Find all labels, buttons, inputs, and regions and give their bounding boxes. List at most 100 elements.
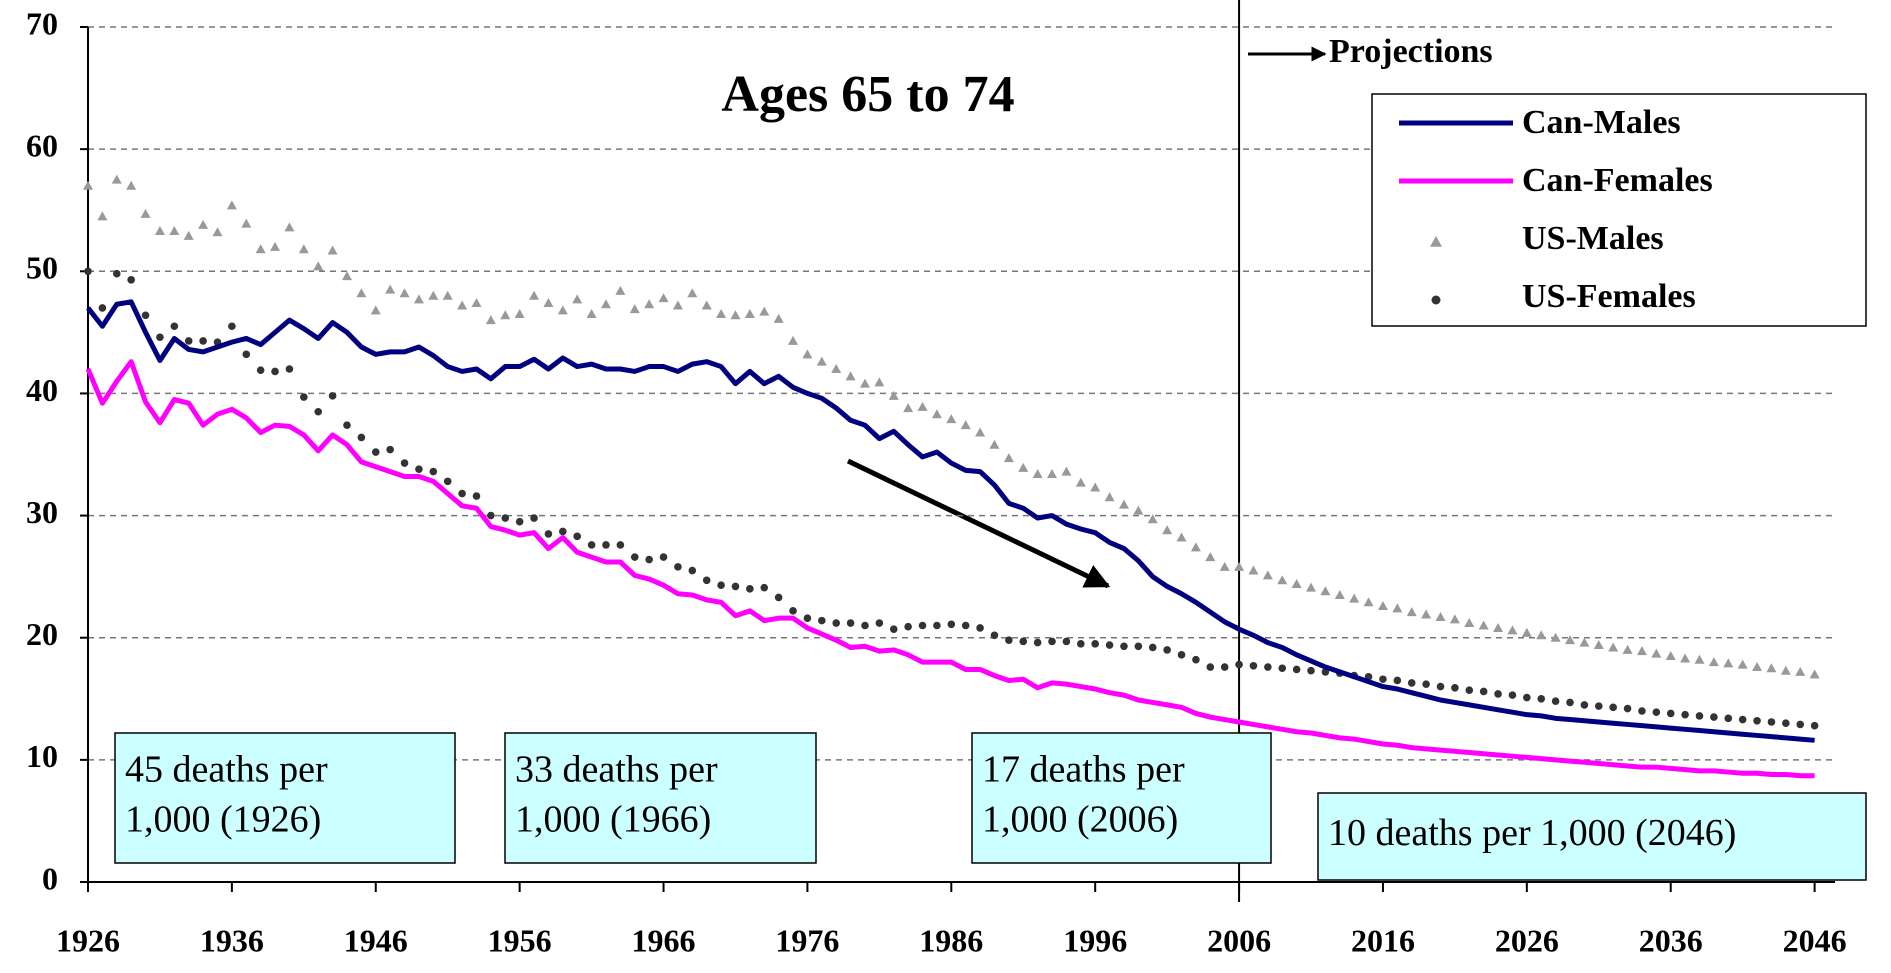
triangle-marker	[1219, 561, 1230, 571]
dot-marker	[1623, 704, 1632, 713]
triangle-marker	[284, 222, 295, 232]
triangle-marker	[83, 180, 93, 190]
dot-marker	[1393, 676, 1402, 685]
dot-marker	[1782, 719, 1790, 728]
x-tick-label: 2006	[1207, 922, 1271, 958]
triangle-marker	[1118, 499, 1129, 509]
dot-marker	[242, 350, 251, 359]
triangle-marker	[1406, 607, 1417, 617]
x-tick-label: 2046	[1783, 922, 1847, 958]
dot-marker	[184, 337, 193, 345]
triangle-marker	[154, 225, 165, 235]
dot-marker	[559, 527, 567, 536]
dot-marker	[1594, 702, 1603, 710]
annotation-box	[1317, 792, 1867, 881]
trend-arrow	[846, 458, 1111, 589]
dot-marker	[1666, 709, 1675, 718]
dot-marker	[530, 514, 538, 522]
triangle-marker	[644, 299, 655, 309]
triangle-marker	[126, 180, 137, 190]
triangle-marker	[687, 288, 698, 298]
triangle-marker	[226, 200, 237, 210]
triangle-marker	[442, 290, 453, 300]
dot-marker	[1163, 646, 1171, 654]
y-tick-label: 50	[26, 250, 58, 286]
y-tick-label: 60	[26, 127, 58, 163]
triangle-marker	[1708, 657, 1719, 667]
dot-marker	[1753, 716, 1761, 725]
triangle-marker	[1291, 578, 1302, 588]
dot-marker	[1451, 683, 1459, 692]
dot-marker	[789, 607, 797, 615]
x-tick-label: 2026	[1495, 922, 1559, 958]
dot-marker	[573, 532, 582, 541]
triangle-marker	[1234, 561, 1245, 571]
dot-marker	[688, 566, 697, 575]
triangle-marker	[298, 244, 309, 254]
legend-box	[1371, 93, 1867, 327]
triangle-marker	[1780, 665, 1791, 675]
dot-marker	[228, 322, 236, 331]
legend-label: Can-Females	[1522, 162, 1713, 199]
dot-marker	[1062, 637, 1071, 646]
dot-marker	[731, 582, 740, 591]
dot-marker	[1695, 712, 1704, 720]
triangle-marker	[888, 390, 899, 400]
triangle-marker	[1047, 469, 1058, 479]
dot-marker	[371, 448, 380, 456]
triangle-marker	[831, 364, 842, 373]
dot-marker	[1407, 679, 1416, 687]
dot-marker	[760, 583, 769, 592]
triangle-marker	[1694, 654, 1705, 664]
triangle-marker	[1752, 662, 1763, 672]
dot-marker	[1580, 701, 1589, 709]
dot-marker	[1192, 655, 1200, 664]
triangle-marker	[1248, 565, 1259, 575]
triangle-marker	[744, 309, 755, 319]
dot-marker	[1235, 660, 1243, 669]
dot-marker	[357, 433, 366, 442]
triangle-marker	[356, 288, 367, 298]
triangle-marker	[1464, 618, 1475, 628]
triangle-marker	[1104, 492, 1115, 502]
x-tick-label: 1936	[200, 922, 264, 958]
dot-marker	[1148, 643, 1157, 652]
dot-marker	[1033, 638, 1042, 647]
dot-marker	[904, 622, 912, 631]
triangle-marker	[1809, 669, 1820, 679]
dot-marker	[1120, 642, 1128, 651]
series-line	[85, 359, 1815, 779]
triangle-marker	[874, 377, 885, 387]
dot-marker	[702, 576, 711, 585]
dot-marker	[674, 563, 682, 571]
triangle-marker	[773, 313, 784, 323]
dot-marker	[1077, 640, 1085, 648]
triangle-marker	[672, 300, 683, 310]
chart-title: Ages 65 to 74	[721, 66, 1014, 123]
dot-marker	[1710, 713, 1718, 721]
triangle-marker	[514, 309, 525, 319]
triangle-marker	[1349, 593, 1360, 603]
triangle-marker	[759, 306, 770, 316]
triangle-marker	[1421, 609, 1432, 619]
dot-marker	[774, 593, 783, 602]
triangle-marker	[1277, 575, 1288, 585]
triangle-marker	[1579, 637, 1590, 647]
triangle-marker	[788, 335, 799, 345]
triangle-marker	[1680, 653, 1691, 663]
dot-marker	[285, 365, 294, 373]
dot-marker	[846, 619, 855, 627]
dot-marker	[1436, 682, 1445, 691]
dot-marker	[1091, 640, 1099, 648]
x-tick-label: 2036	[1639, 922, 1703, 958]
triangle-marker	[1090, 482, 1101, 492]
y-tick-label: 40	[26, 372, 58, 408]
dot-marker	[199, 337, 207, 345]
dot-marker	[501, 514, 510, 522]
dot-marker	[515, 517, 524, 526]
triangle-marker	[97, 211, 108, 221]
dot-marker	[961, 621, 970, 630]
triangle-marker	[600, 299, 611, 309]
triangle-marker	[1061, 466, 1072, 476]
dot-marker	[1508, 691, 1517, 699]
